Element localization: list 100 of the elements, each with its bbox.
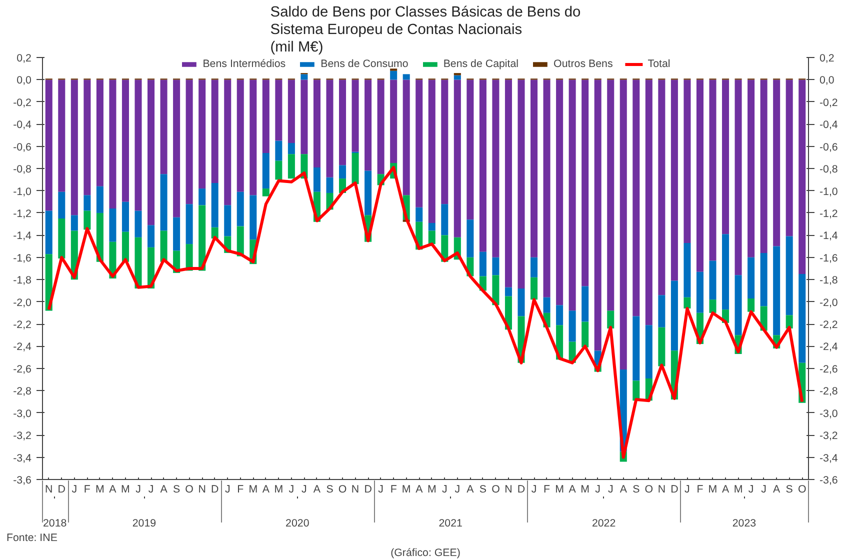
y-tick-label: -3,4 [13,452,32,464]
x-tick-label: O [338,484,347,496]
bar [70,215,78,231]
bar [122,202,129,232]
bar [568,80,576,311]
bar [722,234,730,310]
bar [760,80,768,253]
x-tick-label: J [302,484,307,496]
bar [58,80,66,192]
bar [530,257,538,278]
bar [670,280,678,351]
bar [160,230,168,262]
y-tick-label: -0,8 [13,164,32,176]
x2-tick-label: 2021 [438,518,463,530]
x-tick-label: O [798,484,806,496]
bar [582,80,589,286]
bar [45,80,52,211]
bar [173,80,180,218]
y-tick-label: -0,2 [13,96,32,109]
bar [709,260,716,300]
x-tick-label: F [544,484,551,496]
bar [313,167,320,192]
y-tick-label: -1,0 [13,186,32,198]
bar [684,80,691,243]
bar [377,80,384,174]
y2-tick-label: 0,0 [820,74,834,87]
bar [466,220,474,258]
y-tick-label: -1,6 [13,252,32,264]
x-tick-label: A [620,484,628,496]
bar [402,74,410,80]
bar [543,297,550,313]
x-tick-label: O [644,484,654,496]
x-tick-label: J [531,484,537,496]
bar [556,80,564,306]
y2-tick-label: -0,8 [820,164,838,176]
x-tick-label: N [351,484,360,496]
bar [798,80,806,274]
x-tick-label: N [658,484,666,496]
y2-tick-label: -3,0 [820,408,838,420]
bar [670,80,678,281]
bar [518,288,525,316]
x-tick-label: D [670,484,679,496]
bar [134,210,142,238]
bar [250,195,257,240]
bar [632,316,640,381]
bar [696,80,704,272]
y2-tick-label: -2,0 [820,296,838,309]
bar [607,80,614,311]
text: (Gráfico: GEE) [390,547,460,559]
x-tick-label: N [504,484,512,496]
bar [364,170,372,216]
x-tick-label: S [172,484,180,496]
x-tick-label: J [72,484,78,496]
x-tick-label: J [595,484,601,496]
bar [454,80,461,238]
x-tick-label: J [378,484,384,496]
y-tick-label: -0,4 [13,119,32,132]
bar [352,80,359,152]
bar [492,80,500,258]
y2-tick-label: -1,4 [820,230,838,242]
y-tick-label: -1,8 [13,274,32,287]
bar [416,207,423,222]
bar [568,310,576,342]
legend-label: Bens de Consumo [320,58,408,70]
bar [504,80,512,288]
bar [773,246,780,336]
x2-tick-label: 2023 [732,518,756,530]
bar [734,275,742,336]
bar [518,80,525,288]
y2-tick-label: -0,2 [820,96,838,109]
bar [684,242,691,298]
bar [556,305,564,326]
x-tick-label: J [148,484,154,496]
x-tick-label: M [96,484,104,496]
x-tick-label: J [224,484,230,496]
x-tick-label: M [734,484,743,496]
bar [134,80,142,211]
bar [262,153,270,189]
bar [45,210,52,254]
x2-tick-label: 2022 [592,518,616,530]
bar [275,160,282,180]
y-tick-label: -1,4 [13,230,32,242]
bar [684,297,691,308]
bar [288,154,295,179]
x-tick-label: O [492,484,500,496]
x2-tick-label: 2020 [286,518,310,530]
y-tick-label: 0,0 [16,74,32,87]
bar [479,252,486,276]
y-tick-label: -2,6 [13,363,32,376]
bar [454,75,461,80]
y2-tick-label: -2,8 [820,386,838,398]
bar [492,257,500,276]
bar [173,217,180,251]
y-tick-label: 0,2 [16,52,32,64]
x-tick-label: D [517,484,526,496]
line-series [47,166,804,459]
x-tick-label: N [45,484,53,496]
x-tick-label: J [454,484,460,496]
y2-tick-label: -1,6 [820,252,838,264]
bar [748,298,755,312]
